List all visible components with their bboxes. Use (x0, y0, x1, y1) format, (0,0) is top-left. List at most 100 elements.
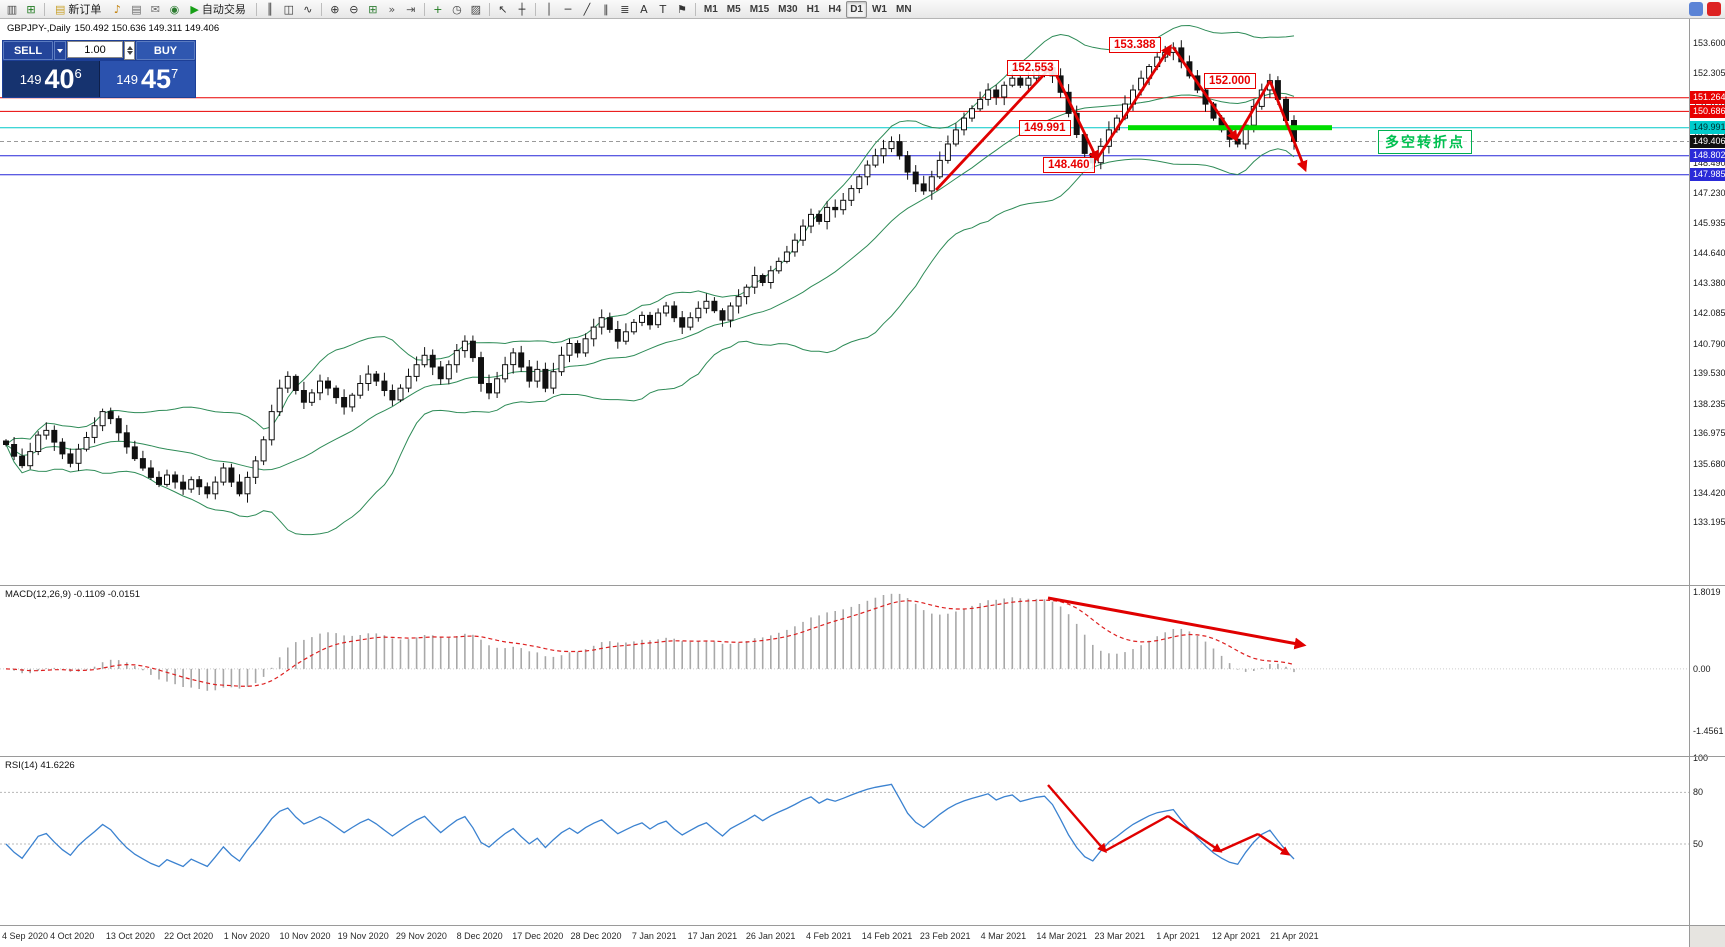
shapes-icon[interactable]: ⚑ (676, 2, 687, 16)
macd-label: MACD(12,26,9) -0.1109 -0.0151 (5, 589, 141, 600)
price-annotation[interactable]: 152.553 (1007, 60, 1059, 76)
date-label: 19 Nov 2020 (337, 931, 389, 941)
price-annotation[interactable]: 152.000 (1204, 73, 1256, 89)
sound-icon[interactable]: ♪ (113, 2, 121, 16)
new-chart-icon[interactable]: ⊞ (26, 2, 36, 16)
rsi-trend-arrow[interactable] (1104, 814, 1169, 853)
trend-arrow[interactable] (934, 63, 1055, 191)
rsi-trend-arrow[interactable] (1047, 784, 1107, 854)
panel-separator[interactable] (0, 585, 1725, 586)
trend-arrow[interactable] (1050, 65, 1099, 163)
rsi-trend-arrow[interactable] (1167, 815, 1223, 853)
price-annotation[interactable]: 149.991 (1019, 120, 1071, 136)
timeframe-button-M1[interactable]: M1 (703, 3, 718, 15)
macd-trend-arrow[interactable] (1047, 596, 1307, 650)
axis-corner (1689, 925, 1725, 947)
timeframe-button-W1[interactable]: W1 (871, 3, 887, 15)
channel-icon[interactable]: ∥ (603, 2, 609, 16)
templates-icon[interactable]: ▨ (470, 2, 482, 16)
panel-separator[interactable] (0, 756, 1725, 757)
volume-input[interactable] (67, 41, 123, 58)
macd-panel[interactable]: MACD(12,26,9) -0.1109 -0.0151 (0, 586, 1689, 755)
chevron-down-icon (57, 48, 63, 53)
zoom-in-icon[interactable]: ⊕ (330, 2, 340, 16)
bars-chart-icon[interactable]: ║ (266, 2, 274, 16)
rsi-panel[interactable]: RSI(14) 41.6226 (0, 757, 1689, 924)
price-tag: 149.991 (1690, 121, 1725, 135)
text-icon[interactable]: A (640, 2, 648, 16)
crosshair-icon[interactable]: ┼ (518, 2, 526, 16)
price-scale-label: 139.530 (1693, 368, 1725, 379)
chart-window-icon[interactable]: ▥ (6, 2, 18, 16)
price-annotation[interactable]: 153.388 (1109, 37, 1161, 53)
trendline-icon[interactable]: ╱ (583, 2, 591, 16)
price-scale[interactable]: 153.600152.305151.010149.715148.490147.2… (1689, 19, 1725, 925)
timeframe-button-M30[interactable]: M30 (778, 3, 798, 15)
main-chart-panel[interactable]: GBPJPY-,Daily 150.492 150.636 149.311 149… (0, 19, 1689, 585)
date-label: 10 Nov 2020 (279, 931, 331, 941)
timeframe-button-H1[interactable]: H1 (806, 3, 820, 15)
tile-windows-icon[interactable]: ⊞ (368, 2, 378, 16)
bollinger-lower-band (5, 148, 1295, 536)
volume-spinner[interactable] (124, 41, 135, 60)
date-label: 26 Jan 2021 (745, 931, 796, 941)
new-order-button[interactable]: ▤ 新订单 (49, 1, 107, 17)
date-label: 4 Sep 2020 (2, 931, 49, 941)
community-icon[interactable]: ◉ (169, 2, 180, 16)
horizontal-line-icon[interactable]: ─ (564, 2, 572, 16)
vertical-line-icon[interactable]: │ (545, 2, 553, 16)
date-label: 13 Oct 2020 (105, 931, 155, 941)
date-label: 4 Mar 2021 (980, 931, 1027, 941)
time-axis[interactable]: 4 Sep 2020 4 Oct 2020 13 Oct 2020 22 Oct 20… (0, 925, 1689, 947)
sell-price-pipette: 6 (74, 66, 82, 81)
date-label: 1 Apr 2021 (1156, 931, 1200, 941)
price-scale-label: 152.305 (1693, 68, 1725, 79)
line-chart-icon[interactable]: ∿ (303, 2, 313, 16)
bollinger-upper-band (5, 24, 1295, 445)
mql5-icon[interactable] (1689, 2, 1703, 16)
volume-dropdown-button[interactable] (54, 41, 66, 60)
timeframe-button-M15[interactable]: M15 (749, 3, 770, 15)
news-icon[interactable]: ▤ (131, 2, 142, 16)
auto-scroll-icon[interactable]: » (388, 2, 396, 16)
buy-price[interactable]: 149 45 7 (99, 61, 195, 97)
support-highlight-bar[interactable] (1128, 125, 1332, 131)
timeframe-button-D1[interactable]: D1 (846, 0, 867, 18)
trend-arrow[interactable] (1095, 44, 1172, 160)
rsi-trend-arrow[interactable] (1257, 833, 1291, 856)
chart-shift-icon[interactable]: ⇥ (406, 2, 416, 16)
label-icon[interactable]: T (659, 2, 667, 16)
macd-signal-line (5, 599, 1295, 687)
zoom-out-icon[interactable]: ⊖ (349, 2, 359, 16)
cursor-icon[interactable]: ↖ (498, 2, 508, 16)
trend-arrow[interactable] (1171, 46, 1238, 142)
buy-button[interactable]: BUY (136, 41, 195, 60)
notifications-icon[interactable] (1707, 2, 1721, 16)
date-label: 4 Feb 2021 (806, 931, 852, 941)
fibonacci-icon[interactable]: ≣ (620, 2, 630, 16)
rsi-trend-arrow[interactable] (1219, 832, 1259, 853)
timeframe-button-M5[interactable]: M5 (726, 3, 741, 15)
candlestick-chart-icon[interactable]: ◫ (283, 2, 295, 16)
sell-price[interactable]: 149 40 6 (3, 61, 100, 97)
date-label: 8 Dec 2020 (456, 931, 503, 941)
spinner-down-icon[interactable] (126, 51, 133, 55)
price-tag: 148.802 (1690, 149, 1725, 163)
turning-point-note[interactable]: 多空转折点 (1378, 130, 1472, 154)
timeframe-button-H4[interactable]: H4 (828, 3, 842, 15)
price-scale-label: 149.715 (1693, 128, 1725, 140)
price-annotation[interactable]: 148.460 (1043, 157, 1095, 173)
price-scale-label: 134.420 (1693, 488, 1725, 499)
timeframe-button-MN[interactable]: MN (895, 3, 912, 15)
mail-icon[interactable]: ✉ (150, 2, 161, 16)
sell-button[interactable]: SELL (3, 41, 53, 60)
trend-arrow[interactable] (1234, 80, 1272, 140)
rsi-scale-label: 80 (1693, 787, 1704, 798)
spinner-up-icon[interactable] (126, 46, 133, 50)
periods-icon[interactable]: ◷ (452, 2, 462, 16)
auto-trading-button[interactable]: ▶ 自动交易 (184, 1, 251, 17)
trend-arrow[interactable] (1268, 80, 1308, 173)
indicators-icon[interactable]: + (433, 2, 443, 16)
price-scale-label: 153.600 (1693, 38, 1725, 48)
